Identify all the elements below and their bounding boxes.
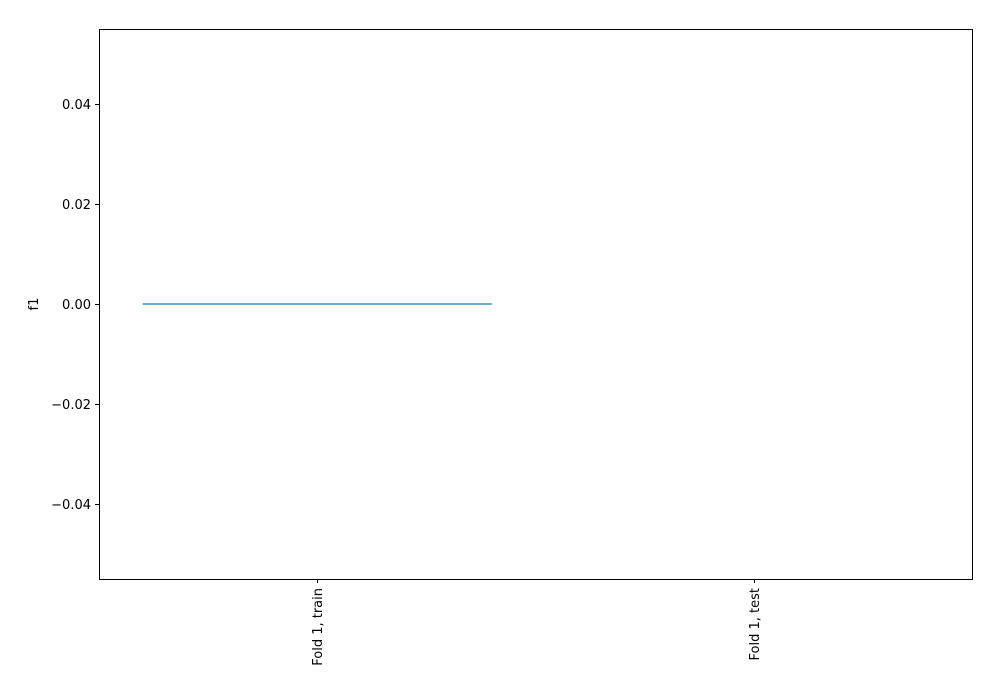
x-tick-label: Fold 1, train <box>311 588 326 666</box>
axes-frame <box>99 29 973 580</box>
y-tick-label: 0.02 <box>62 198 91 213</box>
y-axis-title: f1 <box>27 298 42 311</box>
y-tick-label: −0.04 <box>51 498 91 513</box>
y-tick-label: 0.00 <box>62 298 91 313</box>
y-tick-label: −0.02 <box>51 398 91 413</box>
x-tick-label: Fold 1, test <box>748 588 763 660</box>
y-axis: −0.04 −0.02 0.00 0.02 0.04 <box>51 98 99 513</box>
y-tick-label: 0.04 <box>62 98 91 113</box>
x-axis: Fold 1, train Fold 1, test <box>311 579 763 666</box>
